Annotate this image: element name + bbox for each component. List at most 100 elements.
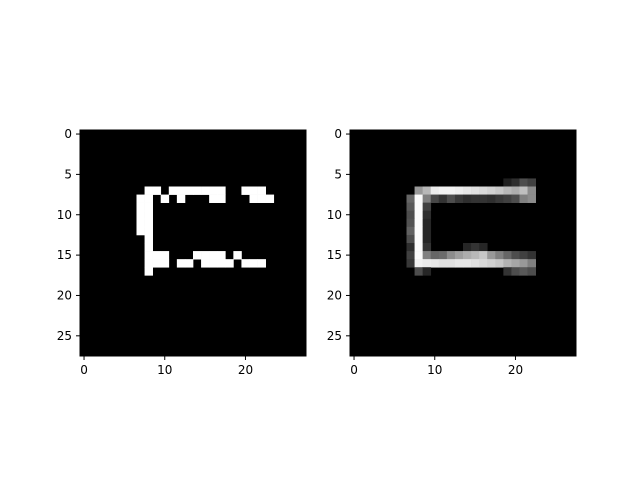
y-tick-label: 20 <box>327 288 342 302</box>
image-pixel <box>454 259 464 268</box>
image-pixel <box>422 194 432 203</box>
image-pixel <box>168 186 178 195</box>
image-pixel <box>454 251 464 260</box>
image-pixel <box>406 218 415 228</box>
image-pixel <box>446 251 456 260</box>
image-pixel <box>406 210 415 220</box>
y-tick-label: 0 <box>334 127 342 141</box>
image-pixel <box>511 194 520 203</box>
right-image-panel: 0 10 20 0 5 10 15 20 25 <box>327 127 577 377</box>
image-pixel <box>249 259 258 268</box>
image-pixel <box>152 186 162 195</box>
image-pixel <box>463 186 472 195</box>
image-pixel <box>495 186 504 195</box>
image-pixel <box>471 251 480 260</box>
image-pixel <box>422 210 432 220</box>
image-pixel <box>144 218 153 228</box>
image-pixel <box>454 186 464 195</box>
image-pixel <box>136 218 145 228</box>
image-pixel <box>217 194 226 203</box>
image-pixel <box>503 186 512 195</box>
image-pixel <box>249 186 258 195</box>
image-pixel <box>136 210 145 220</box>
image-pixel <box>193 186 202 195</box>
image-pixel <box>144 202 153 212</box>
image-pixel <box>176 186 186 195</box>
image-pixel <box>438 194 448 203</box>
image-pixel <box>487 259 496 268</box>
image-pixel <box>414 218 423 228</box>
x-tick-label: 10 <box>157 363 172 377</box>
image-pixel <box>495 251 504 260</box>
image-pixel <box>257 194 266 203</box>
image-pixel <box>406 194 415 203</box>
axes-frame <box>349 129 577 357</box>
y-tick-label: 5 <box>64 167 72 181</box>
image-pixel <box>422 259 432 268</box>
image-pixel <box>463 243 472 252</box>
image-pixel <box>446 194 456 203</box>
image-pixel <box>479 186 488 195</box>
image-pixel <box>406 202 415 212</box>
image-pixel <box>422 243 432 252</box>
image-pixel <box>265 194 275 203</box>
image-pixel <box>527 267 536 276</box>
image-pixel <box>414 186 423 195</box>
image-pixel <box>446 259 456 268</box>
image-pixel <box>503 194 512 203</box>
image-pixel <box>422 226 432 236</box>
image-background <box>80 130 306 356</box>
image-pixel <box>430 259 440 268</box>
image-pixel <box>422 234 432 244</box>
image-pixel <box>519 267 528 276</box>
image-pixel <box>422 202 432 212</box>
image-pixel <box>152 251 162 260</box>
image-pixel <box>527 178 536 187</box>
image-pixel <box>233 251 242 260</box>
image-pixel <box>144 234 153 244</box>
image-pixel <box>136 202 145 212</box>
image-pixel <box>152 259 162 268</box>
image-pixel <box>241 186 250 195</box>
image-pixel <box>487 251 496 260</box>
image-pixel <box>217 186 226 195</box>
y-tick-label: 5 <box>334 167 342 181</box>
y-tick-label: 15 <box>327 248 342 262</box>
image-pixel <box>144 267 153 276</box>
image-pixel <box>527 186 536 195</box>
image-pixel <box>454 194 464 203</box>
image-pixel <box>414 210 423 220</box>
image-pixel <box>209 251 218 260</box>
image-pixel <box>225 259 234 268</box>
image-pixel <box>503 259 512 268</box>
image-pixel <box>414 202 423 212</box>
image-pixel <box>471 186 480 195</box>
image-pixel <box>144 251 153 260</box>
image-pixel <box>519 194 528 203</box>
image-pixel <box>511 267 520 276</box>
image-pixel <box>406 259 415 268</box>
y-tick-label: 25 <box>57 329 72 343</box>
image-pixel <box>160 251 170 260</box>
image-pixel <box>422 267 432 276</box>
image-pixel <box>136 226 145 236</box>
image-pixel <box>257 186 266 195</box>
image-pixel <box>176 259 186 268</box>
image-pixel <box>422 218 432 228</box>
image-pixel <box>511 178 520 187</box>
y-tick-label: 0 <box>64 127 72 141</box>
image-pixel <box>519 186 528 195</box>
image-pixel <box>471 243 480 252</box>
image-pixel <box>406 226 415 236</box>
y-tick-label: 15 <box>57 248 72 262</box>
image-pixel <box>249 194 258 203</box>
x-tick-label: 20 <box>238 363 253 377</box>
image-pixel <box>414 251 423 260</box>
image-pixel <box>463 251 472 260</box>
image-pixel <box>422 251 432 260</box>
image-pixel <box>241 259 250 268</box>
x-tick-label: 0 <box>350 363 358 377</box>
image-pixel <box>160 259 170 268</box>
image-pixel <box>430 194 440 203</box>
